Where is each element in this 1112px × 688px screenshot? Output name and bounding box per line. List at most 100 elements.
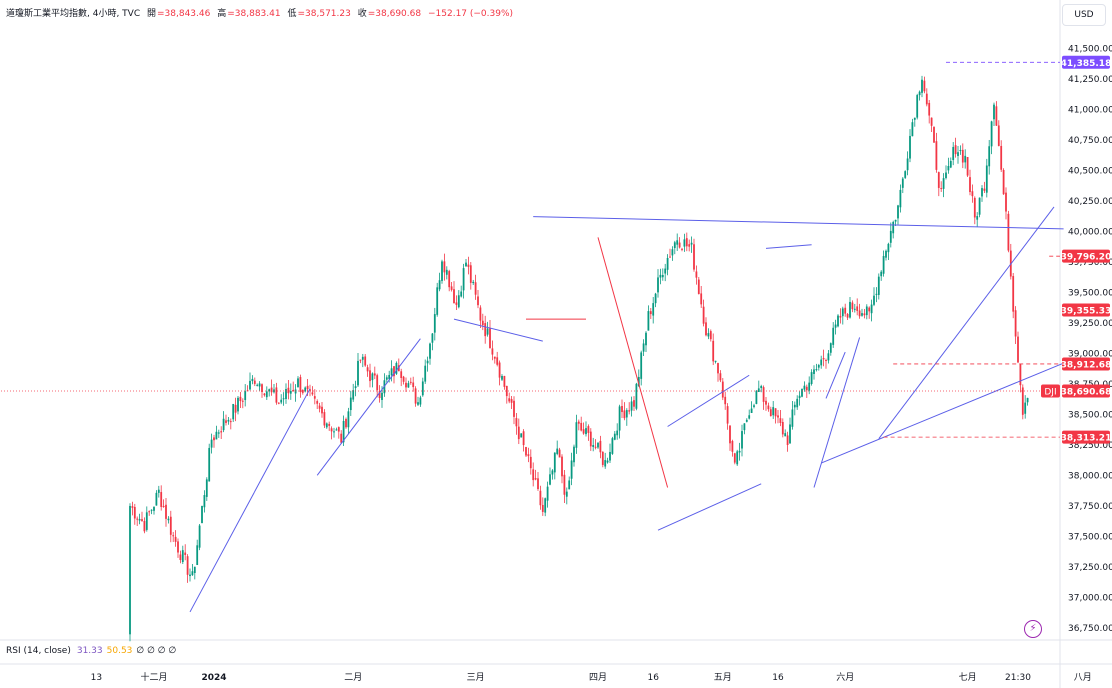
candle-body xyxy=(546,486,549,501)
candle-body xyxy=(263,393,266,396)
trendline xyxy=(316,338,421,476)
candle-body xyxy=(861,313,863,316)
candle-body xyxy=(321,406,323,414)
candle-body xyxy=(815,369,818,371)
candle-body xyxy=(901,178,904,188)
candle-body xyxy=(153,506,155,511)
candle-body xyxy=(750,408,753,413)
candle-body xyxy=(436,287,439,315)
candle-body xyxy=(549,474,551,485)
price-tag-label: 39,796.20 xyxy=(1061,253,1112,263)
rsi-value: 31.33 xyxy=(76,646,103,656)
candle-body xyxy=(366,367,369,372)
candle-body xyxy=(738,450,741,453)
candle-body xyxy=(757,388,760,393)
candle-body xyxy=(1012,276,1015,312)
candle-body xyxy=(304,387,307,392)
candle-body xyxy=(609,451,611,461)
x-tick-label: 八月 xyxy=(1074,672,1092,683)
y-tick-label: 39,500.00 xyxy=(1068,288,1112,298)
candle-body xyxy=(515,418,518,427)
candle-body xyxy=(491,348,494,355)
trendline xyxy=(597,237,669,488)
candle-body xyxy=(198,525,201,548)
candle-body xyxy=(856,306,859,311)
candle-body xyxy=(952,146,955,160)
candle-body xyxy=(1005,192,1007,212)
x-tick-label: 七月 xyxy=(959,672,977,683)
candle-body xyxy=(409,381,412,383)
chart-legend: 道瓊斯工業平均指數, 4小時, TVC 開=38,843.46 高=38,883… xyxy=(6,6,513,19)
candle-body xyxy=(460,291,463,297)
candle-body xyxy=(913,117,916,120)
candle-body xyxy=(241,400,244,402)
x-tick-label: 13 xyxy=(91,673,102,683)
x-tick-label: 二月 xyxy=(344,672,362,683)
candle-body xyxy=(791,409,794,427)
candle-body xyxy=(340,433,343,443)
candle-body xyxy=(145,512,148,530)
candle-body xyxy=(371,373,374,381)
candle-body xyxy=(402,376,405,382)
rsi-empty-values: ∅ ∅ ∅ ∅ xyxy=(136,646,177,656)
price-tag xyxy=(1062,357,1110,371)
candle-body xyxy=(421,381,424,396)
candle-body xyxy=(1024,402,1027,414)
candle-body xyxy=(707,333,710,337)
candle-body xyxy=(148,511,151,513)
rsi-label: RSI (14, close) xyxy=(6,646,71,656)
candle-body xyxy=(897,205,899,219)
bolt-icon[interactable]: ⚡ xyxy=(1024,620,1042,638)
candle-body xyxy=(942,178,945,189)
candle-body xyxy=(438,280,441,290)
candle-body xyxy=(678,242,681,248)
currency-selector[interactable]: USD xyxy=(1062,4,1106,26)
candle-body xyxy=(690,242,693,245)
candle-body xyxy=(625,410,628,418)
price-tag-label: 38,690.68 xyxy=(1061,388,1112,398)
candle-body xyxy=(189,574,191,577)
candle-body xyxy=(945,172,947,179)
candle-body xyxy=(755,390,758,404)
candle-body xyxy=(817,365,820,368)
candle-body xyxy=(285,388,287,399)
candle-body xyxy=(186,556,189,575)
open-value: =38,843.46 xyxy=(157,9,211,19)
candle-body xyxy=(611,438,614,454)
symbol-tag xyxy=(1041,384,1060,398)
candle-body xyxy=(467,264,470,267)
candle-body xyxy=(472,281,475,284)
price-tag xyxy=(1062,249,1110,263)
candle-body xyxy=(676,240,679,245)
candle-body xyxy=(892,221,895,234)
candle-body xyxy=(705,322,707,336)
candle-body xyxy=(813,369,815,375)
candle-body xyxy=(623,410,626,419)
candle-body xyxy=(256,384,259,386)
y-tick-label: 39,000.00 xyxy=(1068,349,1112,359)
price-tag-label: 38,912.68 xyxy=(1061,360,1112,370)
candle-body xyxy=(779,418,782,423)
candle-body xyxy=(405,382,407,388)
candle-body xyxy=(637,376,640,386)
candle-body xyxy=(921,79,923,93)
candle-body xyxy=(465,262,467,267)
candle-body xyxy=(261,384,263,393)
candle-body xyxy=(937,172,940,188)
price-tag-label: 38,313.21 xyxy=(1061,434,1112,444)
x-tick-label: 2024 xyxy=(201,673,226,683)
close-value: =38,690.68 xyxy=(367,9,422,19)
candle-body xyxy=(827,353,830,361)
candle-body xyxy=(743,423,746,431)
candle-body xyxy=(618,406,621,431)
candle-body xyxy=(162,505,165,508)
candle-body xyxy=(976,216,979,220)
candle-body xyxy=(805,386,808,391)
candle-body xyxy=(469,265,472,283)
candle-body xyxy=(563,474,566,495)
candle-body xyxy=(457,295,460,308)
candle-body xyxy=(534,478,537,480)
candle-body xyxy=(249,380,251,390)
candle-body xyxy=(741,431,743,449)
